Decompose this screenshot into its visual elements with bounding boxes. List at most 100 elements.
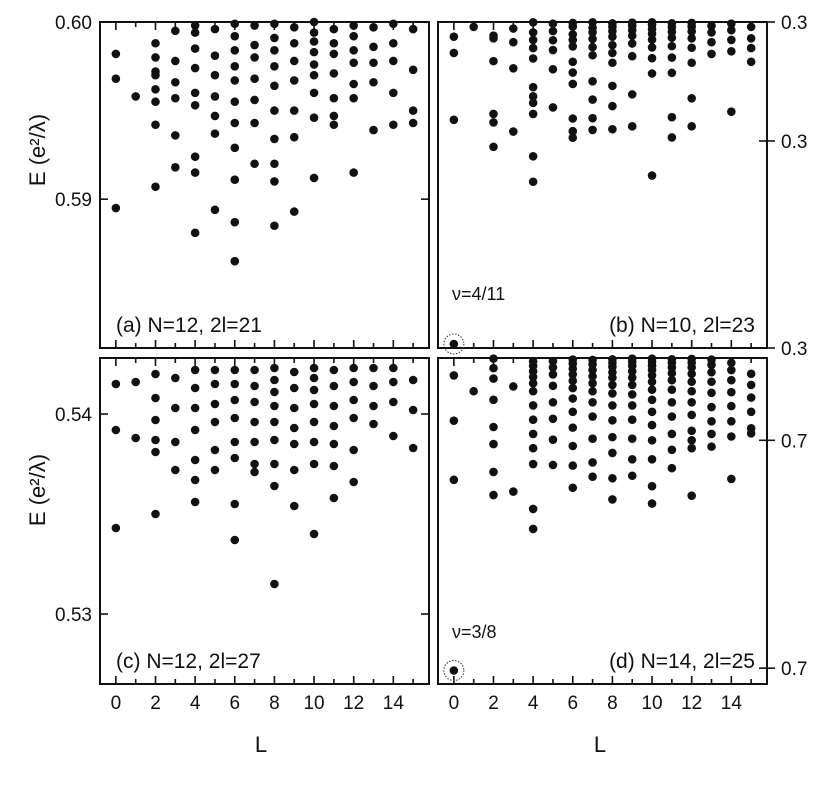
- data-point: [230, 118, 240, 128]
- data-point: [230, 453, 240, 463]
- panel-b: 0.3 0.3 0.3 (b) N=10, 2l=23 ν=4/11: [437, 13, 807, 360]
- data-point: [270, 61, 279, 71]
- data-point: [270, 387, 279, 397]
- data-point: [667, 53, 677, 62]
- data-point: [707, 49, 716, 59]
- data-point: [210, 24, 220, 34]
- data-point: [528, 92, 538, 101]
- data-point: [289, 383, 299, 393]
- data-point: [727, 375, 736, 385]
- data-point: [210, 399, 220, 409]
- data-point: [171, 26, 180, 36]
- data-point: [111, 74, 121, 83]
- data-point: [270, 106, 279, 115]
- ground-state-circle: [443, 660, 465, 682]
- data-point: [707, 442, 716, 451]
- data-point: [588, 77, 597, 86]
- data-point: [309, 363, 319, 373]
- data-point: [687, 435, 696, 445]
- data-point: [548, 26, 558, 36]
- data-point: [389, 377, 398, 387]
- data-point: [727, 365, 736, 375]
- data-point: [528, 504, 538, 514]
- data-point: [707, 21, 716, 31]
- data-point: [588, 379, 597, 388]
- data-point: [190, 403, 200, 413]
- data-point: [151, 70, 160, 80]
- data-point: [627, 415, 637, 425]
- data-point: [608, 48, 617, 58]
- data-point: [270, 221, 279, 231]
- data-point: [329, 439, 339, 449]
- data-point: [190, 425, 200, 435]
- data-point: [210, 129, 220, 138]
- data-point: [489, 374, 498, 383]
- data-point: [627, 380, 637, 390]
- data-point: [746, 57, 756, 67]
- data-point: [489, 490, 498, 500]
- data-point: [528, 372, 538, 382]
- data-point: [210, 417, 220, 427]
- data-point: [250, 40, 259, 50]
- data-point: [489, 142, 498, 152]
- data-point: [250, 74, 259, 83]
- data-point: [489, 34, 498, 43]
- data-point: [588, 458, 597, 467]
- data-point: [667, 412, 677, 421]
- data-point: [707, 28, 716, 37]
- data-point: [608, 40, 617, 50]
- data-point: [289, 56, 299, 66]
- data-point: [171, 77, 180, 87]
- data-point: [210, 111, 220, 121]
- data-point: [369, 58, 378, 68]
- data-point: [627, 434, 637, 444]
- data-point: [171, 131, 180, 140]
- data-point: [270, 375, 279, 385]
- filling-annotation: ν=3/8: [452, 622, 497, 642]
- data-point: [171, 373, 180, 383]
- data-point: [746, 22, 756, 32]
- data-point: [190, 100, 200, 110]
- data-point: [151, 38, 160, 48]
- data-point: [687, 122, 696, 131]
- y-axis-label-bottom: E (e²/λ): [25, 454, 50, 526]
- data-point: [588, 412, 597, 421]
- data-point: [190, 455, 200, 465]
- data-point: [408, 24, 418, 34]
- data-point: [349, 168, 358, 177]
- data-point: [270, 159, 279, 169]
- axis-labels: E (e²/λ) E (e²/λ) L L: [25, 114, 606, 757]
- x-tick-label: 12: [343, 693, 364, 714]
- data-point: [608, 32, 617, 41]
- x-tick-label: 4: [528, 693, 539, 714]
- filling-annotation: ν=4/11: [452, 284, 505, 304]
- data-point: [588, 398, 597, 407]
- data-point: [329, 461, 339, 471]
- data-point: [746, 43, 756, 53]
- data-point: [627, 31, 637, 40]
- data-point: [349, 363, 358, 373]
- data-point: [568, 114, 578, 123]
- data-point: [489, 363, 498, 373]
- data-point: [349, 377, 358, 387]
- data-point: [329, 421, 339, 431]
- data-point: [270, 435, 279, 445]
- data-point: [230, 217, 240, 227]
- data-point: [548, 381, 558, 391]
- data-point: [469, 386, 478, 396]
- data-point: [270, 363, 279, 373]
- data-point: [588, 365, 597, 375]
- data-point: [489, 109, 498, 119]
- data-point: [151, 369, 160, 379]
- data-point: [190, 28, 200, 37]
- data-point: [528, 379, 538, 388]
- data-point: [449, 475, 459, 485]
- data-point: [230, 437, 240, 447]
- panel-a: 0.59 0.60 (a) N=12, 2l=21: [55, 13, 430, 349]
- data-point: [111, 523, 121, 533]
- data-point: [309, 47, 319, 57]
- x-tick-label: 14: [721, 693, 743, 714]
- data-point: [349, 31, 358, 41]
- data-point: [489, 422, 498, 432]
- data-point: [289, 207, 299, 216]
